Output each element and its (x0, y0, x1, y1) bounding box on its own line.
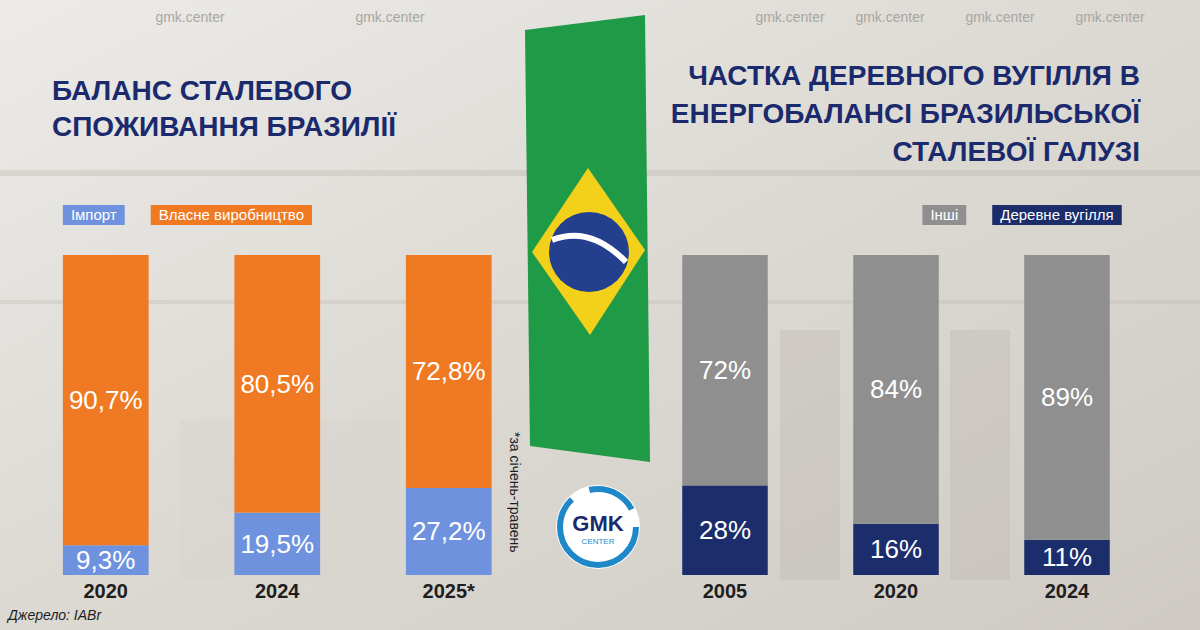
chart: ЧАСТКА ДЕРЕВНОГО ВУГІЛЛЯ В ЕНЕРГОБАЛАНСІ … (671, 60, 1142, 602)
bar-segment (234, 255, 320, 513)
legend-box (151, 205, 312, 225)
column (950, 330, 1010, 580)
watermark: gmk.center (965, 9, 1035, 25)
watermark: gmk.center (355, 9, 425, 25)
category-label: 2025* (423, 580, 475, 602)
bar-segment (853, 524, 939, 575)
legend-text: Інші (930, 206, 958, 223)
legend: Імпорт Власне виробництво (63, 205, 312, 225)
legend-item: Деревне вугілля (992, 205, 1122, 225)
legend-text: Імпорт (71, 206, 117, 223)
logo-text: GMK (572, 511, 623, 536)
logo: GMKCENTER (556, 485, 640, 569)
source: Джерело: IABr (6, 607, 102, 623)
data-label: 72% (699, 355, 751, 385)
legend-box (922, 205, 966, 225)
watermark: gmk.center (855, 9, 925, 25)
bar-segment (234, 513, 320, 575)
chart-title: ЧАСТКА ДЕРЕВНОГО ВУГІЛЛЯ В ЕНЕРГОБАЛАНСІ … (671, 60, 1142, 167)
title-line: СТАЛЕВОЇ ГАЛУЗІ (892, 136, 1140, 167)
flag-band (552, 236, 626, 262)
logo-ring (560, 489, 636, 565)
category-label: 2024 (1045, 580, 1090, 602)
bar-segment (63, 545, 149, 575)
column (780, 330, 840, 580)
brazil-flag (525, 15, 650, 462)
flag-green (525, 15, 650, 462)
canvas: gmk.center gmk.center gmk.center gmk.center… (0, 0, 1200, 630)
data-label: 90,7% (69, 385, 143, 415)
category-label: 2020 (874, 580, 919, 602)
legend-box (63, 205, 125, 225)
data-label: 11% (1042, 542, 1092, 572)
background (0, 0, 1200, 630)
watermark: gmk.center (1075, 9, 1145, 25)
data-label: 28% (699, 515, 751, 545)
bar-segment (1024, 540, 1110, 575)
bars (682, 255, 1110, 575)
data-label: 72,8% (412, 356, 486, 386)
category-label: 2020 (84, 580, 129, 602)
annotation: *за січень-травень (507, 432, 523, 553)
bar-segment (406, 255, 492, 488)
legend-text: Деревне вугілля (1000, 206, 1114, 223)
data-label: 19,5% (240, 529, 314, 559)
title-line: ЕНЕРГОБАЛАНСІ БРАЗИЛЬСЬКОЇ (671, 98, 1142, 129)
watermark: gmk.center (155, 9, 225, 25)
data-label: 80,5% (240, 369, 314, 399)
legend-box (992, 205, 1122, 225)
data-labels: 9,3% 90,7% 19,5% 80,5% 27,2% 72,8% (69, 356, 486, 575)
bar-segment (1024, 255, 1110, 540)
title-line: СПОЖИВАННЯ БРАЗИЛІЇ (52, 111, 397, 142)
bars (63, 255, 492, 575)
data-label: 27,2% (412, 516, 486, 546)
flag-yellow (532, 168, 645, 335)
category-label: 2005 (703, 580, 748, 602)
data-label: 16% (870, 534, 922, 564)
watermark: gmk.center (755, 9, 825, 25)
chart-title: БАЛАНС СТАЛЕВОГО СПОЖИВАННЯ БРАЗИЛІЇ (52, 75, 397, 142)
bar-segment (853, 255, 939, 524)
data-label: 89% (1041, 382, 1093, 412)
data-label: 9,3% (76, 545, 135, 575)
data-label: 84% (870, 374, 922, 404)
bar-segment (682, 485, 768, 575)
bar-segment (682, 255, 768, 485)
flag-blue (549, 212, 629, 292)
chart: БАЛАНС СТАЛЕВОГОСПОЖИВАННЯ БРАЗИЛІЇ9,3%9… (52, 75, 523, 602)
title-line: БАЛАНС СТАЛЕВОГО (52, 75, 352, 106)
legend-text: Власне виробництво (159, 206, 304, 223)
logo-bg (556, 485, 640, 569)
data-labels: 28% 72% 16% 84% 11% 89% (699, 355, 1093, 572)
bar-segment (406, 488, 492, 575)
legend-item: Інші (922, 205, 966, 225)
legend-item: Власне виробництво (151, 205, 312, 225)
title-line: ЧАСТКА ДЕРЕВНОГО ВУГІЛЛЯ В (688, 60, 1140, 91)
logo-subtext: CENTER (582, 537, 615, 546)
legend-item: Імпорт (63, 205, 125, 225)
bar-segment (63, 255, 149, 545)
category-label: 2024 (255, 580, 300, 602)
legend: Деревне вугілля Інші (922, 205, 1121, 225)
